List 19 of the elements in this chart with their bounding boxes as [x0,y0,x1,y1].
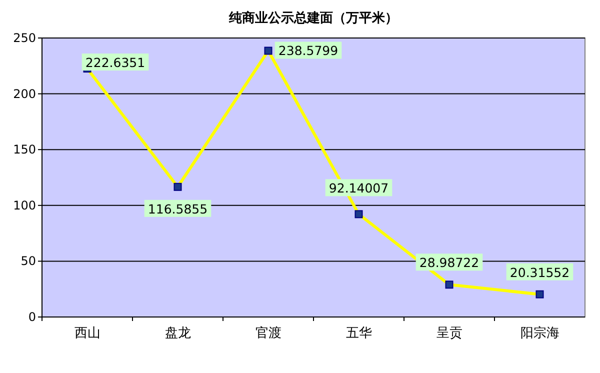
chart-title: 纯商业公示总建面（万平米） [228,10,398,26]
data-label: 238.5799 [278,43,338,58]
data-label: 28.98722 [419,255,480,270]
x-tick-label: 五华 [346,326,372,341]
y-tick-label: 100 [13,198,36,212]
x-tick-label: 呈贡 [436,326,462,341]
x-tick-label: 盘龙 [164,326,191,341]
data-label: 20.31552 [510,264,570,280]
data-label: 116.5855 [148,201,208,216]
x-tick-label: 官渡 [255,325,282,341]
y-tick-label: 250 [13,31,36,45]
data-label: 92.14007 [328,180,389,196]
x-tick-label: 阳宗海 [520,325,560,341]
y-tick-label: 0 [28,310,36,324]
y-tick-label: 200 [13,86,36,101]
y-tick-label: 50 [20,254,36,268]
x-tick-label: 西山 [74,326,100,341]
data-label: 222.6351 [85,55,146,70]
y-tick-label: 150 [13,142,36,157]
